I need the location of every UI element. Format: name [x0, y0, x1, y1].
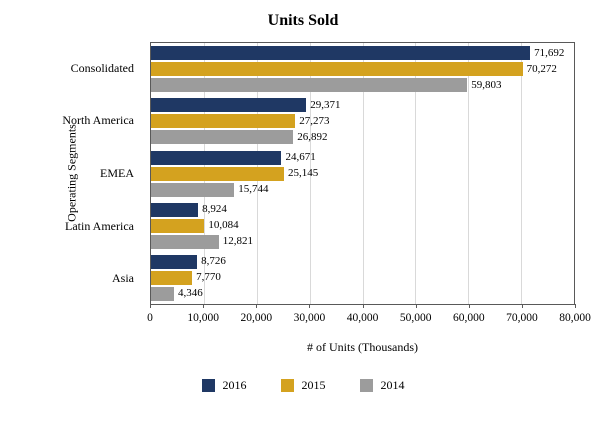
bar-value-label: 24,671: [285, 151, 316, 163]
gridline: [415, 43, 417, 304]
bar-2015: [151, 166, 284, 181]
bar-value-label: 25,145: [287, 167, 319, 179]
bar-group: 8,924 10,084 12,821: [151, 200, 574, 252]
bar-2016: [151, 254, 198, 269]
gridline: [309, 43, 311, 304]
bar-2014: [151, 130, 294, 145]
bar-2016: [151, 202, 199, 217]
category-label: North America: [62, 113, 134, 128]
bar-value-label: 26,892: [297, 130, 328, 143]
bar-row: 26,892: [151, 130, 574, 145]
bar-row: 70,272: [151, 62, 574, 77]
bar-2016: [151, 98, 307, 113]
bar-value-label: 27,273: [299, 114, 330, 127]
legend-swatch-2016: [201, 379, 215, 392]
bar-2014: [151, 182, 235, 197]
bar-value-label: 71,692: [534, 46, 565, 59]
bar-value-label: 4,346: [177, 287, 203, 300]
legend: 2016 2015 2014: [0, 378, 606, 393]
bar-row: 24,671: [151, 150, 574, 165]
x-tick-mark: [256, 304, 258, 308]
bar-2015: [151, 218, 205, 233]
x-tick-label: 50,000: [399, 312, 432, 324]
x-tick-mark: [575, 304, 576, 308]
bar-row: 4,346: [151, 286, 574, 301]
bar-value-label: 29,371: [310, 98, 341, 111]
legend-label-2016: 2016: [222, 378, 247, 392]
gridline: [362, 43, 364, 304]
category-label: EMEA: [100, 165, 134, 180]
legend-item-2016: 2016: [201, 378, 247, 393]
x-tick-label: 0: [147, 312, 153, 324]
bar-value-label: 59,803: [471, 78, 502, 91]
bar-row: 71,692: [151, 46, 574, 61]
bar-row: 27,273: [151, 114, 574, 129]
x-tick-label: 40,000: [346, 312, 379, 324]
bar-2015: [151, 270, 193, 285]
bar-2014: [151, 78, 468, 93]
bar-2014: [151, 286, 174, 301]
gridline: [521, 43, 523, 304]
legend-label-2014: 2014: [380, 378, 405, 392]
bar-row: 8,924: [151, 202, 574, 217]
bar-group: 29,371 27,273 26,892: [151, 95, 574, 147]
bar-row: 25,145: [151, 166, 574, 181]
bar-2015: [151, 114, 296, 129]
bar-2015: [151, 62, 523, 77]
bar-group: 24,671 25,145 15,744: [151, 147, 574, 199]
bar-row: 7,770: [151, 270, 574, 285]
bar-groups: 71,692 70,272 59,803 29,371 27,273 26,892 24,6…: [151, 43, 574, 304]
x-tick-mark: [309, 304, 311, 308]
bar-value-label: 12,821: [222, 235, 254, 248]
bar-2016: [151, 46, 531, 61]
bar-row: 29,371: [151, 98, 574, 113]
bar-row: 59,803: [151, 78, 574, 93]
legend-item-2014: 2014: [359, 378, 405, 393]
x-tick-mark: [415, 304, 417, 308]
bar-2014: [151, 234, 219, 249]
bar-value-label: 7,770: [196, 271, 221, 284]
bar-row: 8,726: [151, 254, 574, 269]
chart-title: Units Sold: [267, 12, 339, 29]
x-tick-label: 80,000: [559, 312, 591, 324]
x-tick-label: 60,000: [452, 312, 485, 324]
bar-group: 71,692 70,272 59,803: [151, 43, 574, 95]
bar-value-label: 15,744: [238, 183, 269, 195]
x-tick-mark: [468, 304, 470, 308]
gridline: [468, 43, 470, 304]
x-tick-mark: [521, 304, 523, 308]
bar-value-label: 70,272: [526, 62, 557, 75]
legend-swatch-2015: [280, 379, 294, 392]
legend-label-2015: 2015: [301, 378, 326, 392]
bar-2016: [151, 150, 282, 165]
bar-group: 8,726 7,770 4,346: [151, 252, 574, 304]
category-label: Consolidated: [70, 60, 134, 75]
x-tick-label: 10,000: [187, 312, 219, 324]
x-tick-label: 70,000: [506, 312, 538, 324]
bar-row: 12,821: [151, 234, 574, 249]
plot-area: 71,692 70,272 59,803 29,371 27,273 26,892 24,6…: [150, 42, 575, 305]
x-axis-title: # of Units (Thousands): [307, 340, 418, 354]
bar-value-label: 8,924: [202, 203, 227, 216]
bar-value-label: 8,726: [201, 255, 226, 268]
x-tick-mark: [150, 304, 151, 308]
x-tick-mark: [203, 304, 205, 308]
legend-swatch-2014: [359, 379, 373, 392]
x-tick-label: 30,000: [293, 312, 326, 324]
x-tick-label: 20,000: [240, 312, 273, 324]
category-label: Latin America: [65, 218, 134, 233]
category-label: Asia: [112, 271, 134, 286]
x-tick-mark: [362, 304, 364, 308]
bar-row: 15,744: [151, 182, 574, 197]
bar-row: 10,084: [151, 218, 574, 233]
bar-value-label: 10,084: [208, 219, 239, 232]
x-axis-ticks: 0 10,000 20,000 30,000 40,000 50,000 60,000 70,…: [147, 304, 591, 334]
legend-item-2015: 2015: [280, 378, 326, 393]
category-axis: Consolidated North America EMEA Latin Ameri…: [0, 42, 142, 305]
